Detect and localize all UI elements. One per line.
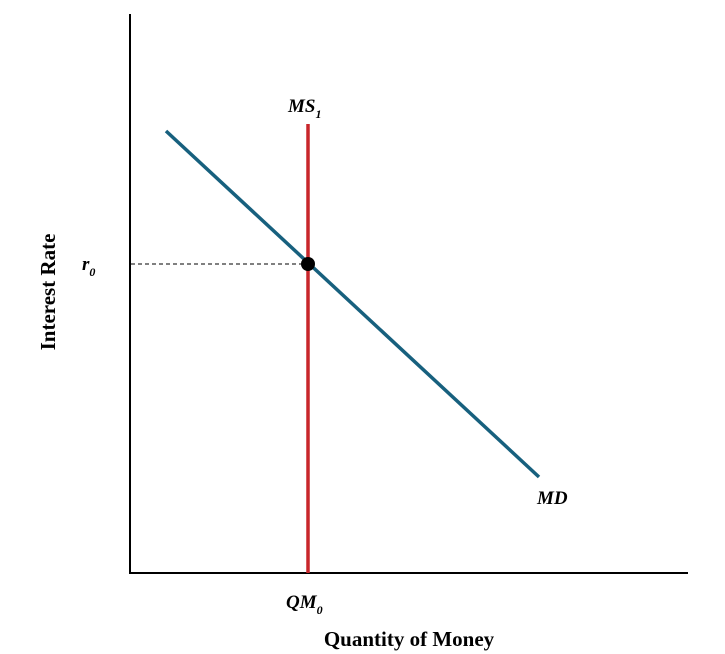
ms-label-sub: 1 [315, 107, 321, 121]
ms-label-main: MS [287, 96, 315, 117]
ms-label: MS1 [287, 96, 321, 121]
y-axis-title: Interest Rate [36, 234, 60, 351]
quantity-label-main: QM [286, 592, 318, 613]
rate-label-main: r [82, 254, 90, 275]
quantity-label: QM0 [286, 592, 323, 617]
md-label: MD [536, 488, 568, 509]
rate-label: r0 [82, 254, 95, 279]
quantity-label-sub: 0 [317, 603, 323, 617]
x-axis-title: Quantity of Money [324, 627, 495, 651]
rate-label-sub: 0 [89, 265, 95, 279]
equilibrium-point [301, 257, 315, 271]
money-demand-curve [164, 129, 541, 479]
